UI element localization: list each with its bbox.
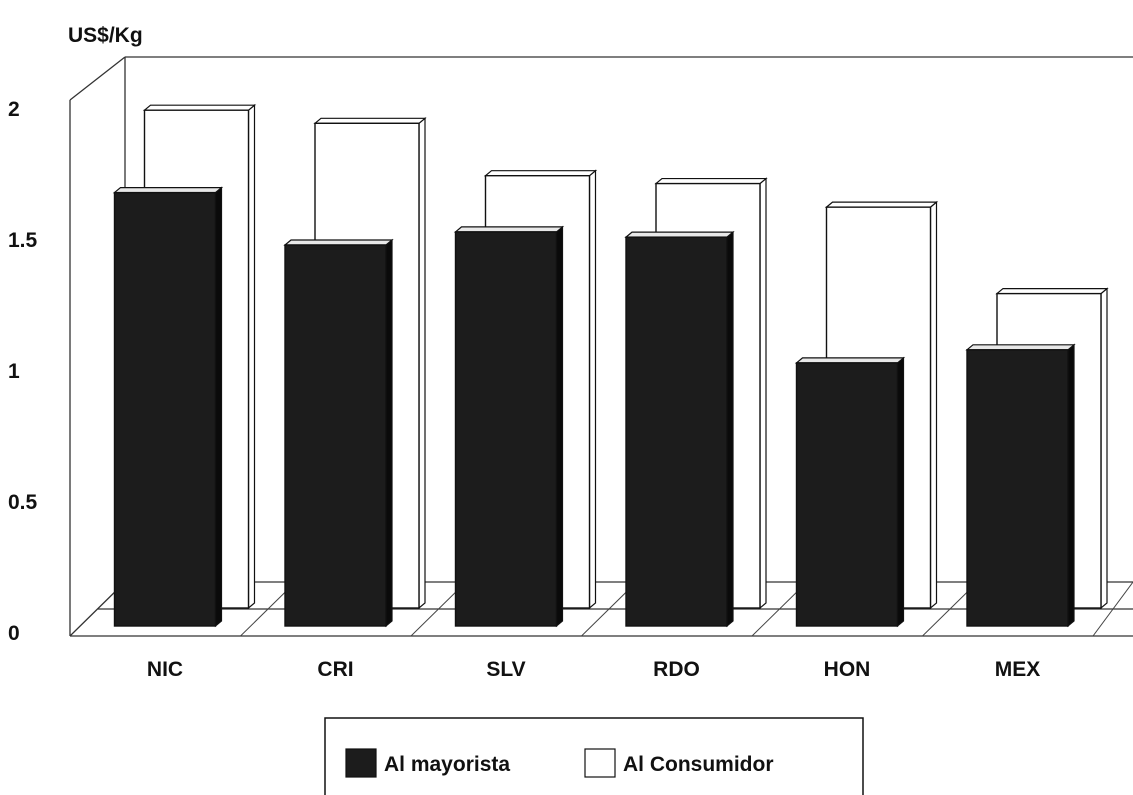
bar-consumer-cri-top — [313, 117, 427, 124]
x-tick-label-slv: SLV — [486, 658, 525, 681]
y-tick-label: 2 — [8, 98, 20, 121]
x-tick-label-cri: CRI — [317, 658, 353, 681]
bar-wholesale-cri-top — [283, 239, 394, 246]
bar-wholesale-nic-top — [112, 187, 224, 194]
bar-wholesale-slv-side — [555, 225, 564, 628]
bar-wholesale-cri — [283, 238, 394, 628]
bar-consumer-mex-top — [995, 288, 1109, 295]
floor-divider — [1092, 581, 1133, 637]
bar-consumer-rdo-side — [759, 177, 767, 610]
bar-consumer-hon-side — [929, 200, 938, 610]
bar-wholesale-mex-front — [966, 349, 1069, 627]
bar-wholesale-hon-side — [896, 356, 905, 628]
bar-wholesale-rdo-side — [726, 230, 734, 628]
legend-swatch-wholesale — [345, 748, 377, 778]
y-axis-ticks: 0 0.5 1 1.5 2 — [8, 98, 38, 645]
bar-consumer-hon-top — [824, 201, 939, 208]
bar-wholesale-slv — [453, 225, 565, 628]
bar-consumer-slv-side — [588, 169, 597, 610]
bar-wholesale-cri-front — [284, 244, 387, 627]
x-tick-label-rdo: RDO — [653, 658, 700, 681]
bar-consumer-cri-side — [418, 117, 426, 610]
x-tick-label-nic: NIC — [147, 658, 183, 681]
bar-consumer-rdo-top — [654, 177, 768, 185]
bar-wholesale-mex-side — [1067, 343, 1075, 628]
bar-wholesale-cri-side — [385, 238, 393, 628]
bar-wholesale-slv-top — [453, 226, 565, 233]
legend-label-consumer: Al Consumidor — [623, 753, 774, 776]
bar-wholesale-nic — [112, 186, 224, 628]
y-tick-label: 0 — [8, 622, 20, 645]
x-tick-label-hon: HON — [824, 658, 871, 681]
x-tick-label-mex: MEX — [995, 658, 1041, 681]
y-tick-label: 1 — [8, 360, 20, 383]
bar-wholesale-nic-side — [214, 186, 223, 628]
wholesale-bars — [112, 186, 1076, 628]
wall-left-top-edge — [69, 56, 126, 101]
bar-wholesale-nic-front — [113, 191, 217, 627]
bar-consumer-nic-side — [247, 103, 256, 610]
bar-consumer-nic-top — [142, 104, 257, 111]
bar-consumer-slv-top — [483, 170, 598, 177]
x-axis-labels: NIC CRI SLV RDO HON MEX — [147, 658, 1040, 681]
legend-swatch-consumer — [584, 748, 616, 778]
bar-wholesale-rdo-front — [625, 236, 728, 627]
bar-wholesale-mex-top — [965, 344, 1076, 351]
legend-label-wholesale: Al mayorista — [384, 753, 510, 776]
y-tick-label: 1.5 — [8, 229, 38, 252]
bar-wholesale-rdo — [624, 230, 735, 628]
legend: Al mayorista Al Consumidor — [324, 717, 864, 795]
bar-wholesale-hon-top — [794, 357, 906, 364]
bar-wholesale-hon — [794, 356, 906, 628]
y-axis-unit-label: US$/Kg — [68, 24, 143, 47]
bar-consumer-mex-side — [1100, 287, 1108, 610]
bar-wholesale-mex — [965, 343, 1076, 628]
bar-wholesale-rdo-top — [624, 231, 735, 238]
y-tick-label: 0.5 — [8, 491, 38, 514]
bar-wholesale-slv-front — [454, 231, 558, 627]
bar-wholesale-hon-front — [795, 362, 899, 627]
